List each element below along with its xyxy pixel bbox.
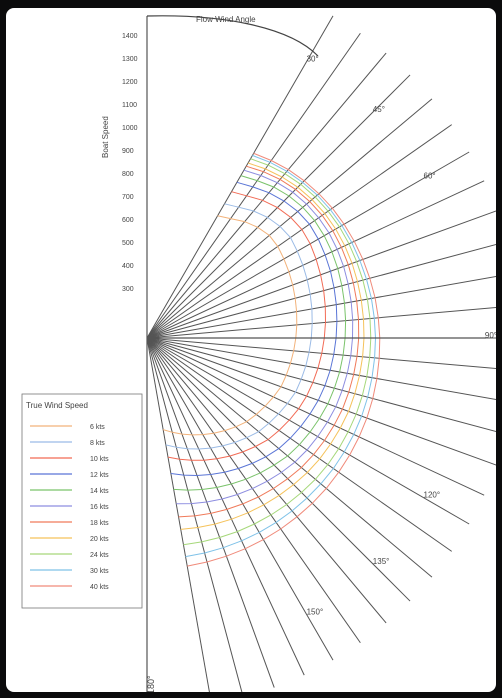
angle-ray bbox=[146, 15, 334, 339]
angle-ray bbox=[146, 337, 485, 496]
y-tick-label: 300 bbox=[122, 286, 134, 293]
legend-label: 24 kts bbox=[90, 552, 109, 559]
angle-label: 60° bbox=[424, 171, 436, 180]
angle-label: 45° bbox=[373, 105, 385, 114]
angle-ray bbox=[146, 243, 496, 339]
legend-label: 6 kts bbox=[90, 424, 105, 431]
polar-curve bbox=[178, 165, 360, 518]
polar-curve bbox=[187, 152, 381, 567]
angle-label: 135° bbox=[373, 557, 390, 566]
angle-label: 30° bbox=[307, 55, 319, 64]
y-tick-label: 800 bbox=[122, 171, 134, 178]
polar-curve bbox=[185, 154, 377, 558]
angle-ray bbox=[146, 210, 496, 339]
y-tick-label: 400 bbox=[122, 263, 134, 270]
angle-ray bbox=[146, 337, 496, 433]
angle-ray bbox=[146, 337, 361, 644]
y-tick-label: 1300 bbox=[122, 56, 138, 63]
angle-ray bbox=[146, 74, 411, 339]
legend: True Wind Speed 6 kts 8 kts 10 kts 12 kts 14… bbox=[21, 393, 143, 609]
angle-labels: 30° 45° 60° 90° 120° 135° 150° bbox=[307, 55, 496, 617]
polar-curve bbox=[180, 162, 365, 530]
polar-curve bbox=[165, 203, 313, 450]
y-tick-label: 700 bbox=[122, 194, 134, 201]
y-axis-label: Boat Speed bbox=[101, 116, 110, 158]
angle-ray bbox=[146, 337, 433, 578]
angle-ray bbox=[146, 337, 470, 525]
angle-ray bbox=[146, 337, 496, 370]
angle-ray bbox=[146, 337, 334, 661]
angle-label: 150° bbox=[307, 608, 324, 617]
legend-label: 12 kts bbox=[90, 472, 109, 479]
legend-label: 20 kts bbox=[90, 536, 109, 543]
polar-curves bbox=[162, 152, 381, 567]
angle-ray bbox=[146, 337, 305, 676]
legend-label: 16 kts bbox=[90, 504, 109, 511]
polar-curve bbox=[167, 191, 327, 461]
angle-ray bbox=[146, 151, 470, 339]
polar-chart-panel: 1400 1300 1200 1100 1000 900 800 700 600 500 400 30… bbox=[6, 8, 496, 692]
y-tick-label: 900 bbox=[122, 148, 134, 155]
angle-ray bbox=[146, 337, 411, 602]
angle-ray bbox=[146, 337, 387, 624]
y-tick-label: 1000 bbox=[122, 125, 138, 132]
legend-label: 40 kts bbox=[90, 584, 109, 591]
angle-ray bbox=[146, 337, 243, 692]
y-ticks: 1400 1300 1200 1100 1000 900 800 700 600 500 400 30… bbox=[122, 33, 138, 293]
bottom-label: 180° bbox=[146, 675, 156, 692]
legend-title: True Wind Speed bbox=[26, 401, 88, 410]
polar-chart: 1400 1300 1200 1100 1000 900 800 700 600 500 400 30… bbox=[21, 15, 496, 692]
angle-ray bbox=[146, 98, 433, 339]
y-tick-label: 1400 bbox=[122, 33, 138, 40]
angle-ray bbox=[146, 306, 496, 339]
polar-curve bbox=[173, 175, 347, 491]
legend-label: 30 kts bbox=[90, 568, 109, 575]
angle-ray bbox=[146, 337, 275, 688]
legend-box bbox=[21, 393, 143, 609]
outer-arc bbox=[146, 15, 319, 57]
polar-curve bbox=[162, 215, 298, 436]
legend-label: 8 kts bbox=[90, 440, 105, 447]
legend-label: 18 kts bbox=[90, 520, 109, 527]
y-tick-label: 500 bbox=[122, 240, 134, 247]
y-tick-label: 1200 bbox=[122, 79, 138, 86]
y-tick-label: 1100 bbox=[122, 102, 137, 109]
legend-label: 14 kts bbox=[90, 488, 109, 495]
angle-ray bbox=[146, 32, 361, 339]
polar-curve bbox=[170, 181, 338, 477]
legend-label: 10 kts bbox=[90, 456, 109, 463]
polar-curve bbox=[176, 169, 354, 505]
angle-label: 90° bbox=[485, 331, 496, 340]
angle-ray bbox=[146, 180, 485, 339]
angle-ray bbox=[146, 124, 453, 339]
angle-ray bbox=[146, 337, 210, 692]
legend-items: 6 kts 8 kts 10 kts 12 kts 14 kts 16 kts 18 kts… bbox=[30, 424, 109, 591]
angle-ray bbox=[146, 275, 496, 339]
polar-label: Flow Wind Angle bbox=[196, 15, 256, 24]
y-tick-label: 600 bbox=[122, 217, 134, 224]
polar-curve bbox=[183, 158, 372, 546]
angle-ray bbox=[146, 337, 496, 466]
angle-ray bbox=[146, 52, 387, 339]
angle-label: 120° bbox=[424, 491, 441, 500]
